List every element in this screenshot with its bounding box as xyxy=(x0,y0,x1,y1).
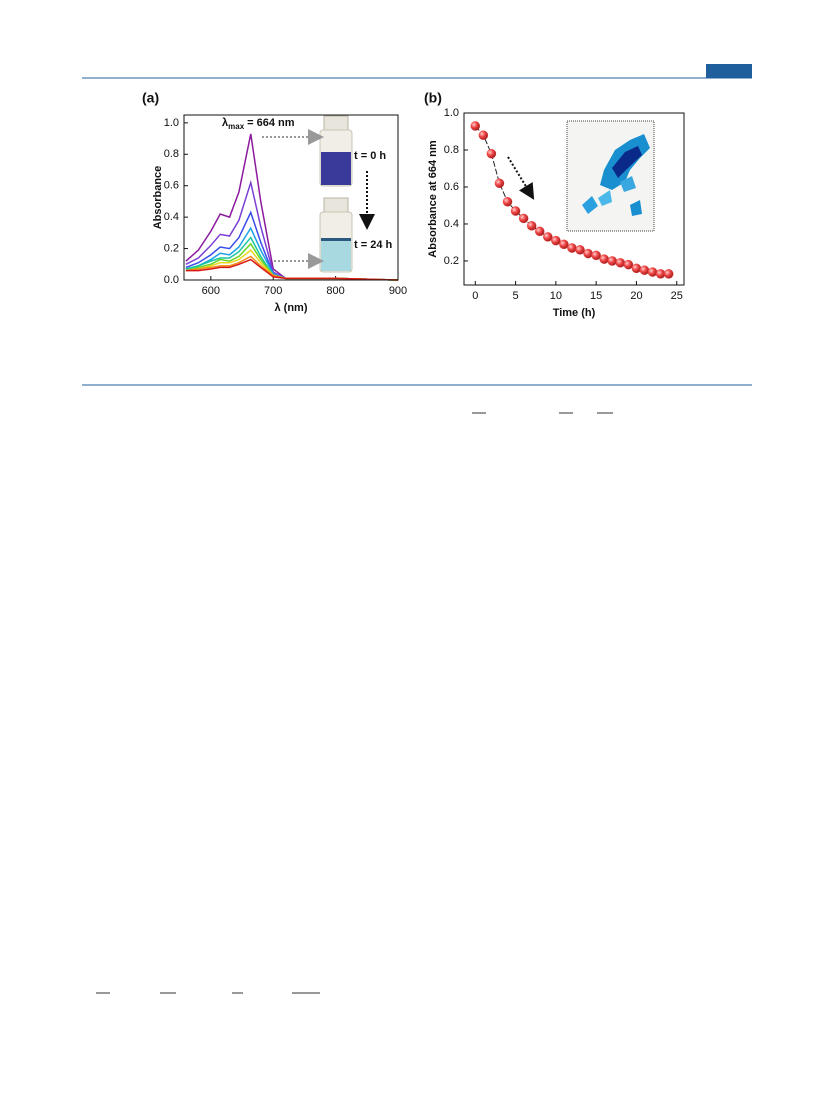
data-point xyxy=(655,269,666,279)
x-tick-label: 800 xyxy=(326,285,344,297)
y-tick-label: 0.8 xyxy=(444,144,459,156)
spectrum-line xyxy=(185,226,399,281)
spectrum-line xyxy=(185,179,399,281)
x-axis-label: Time (h) xyxy=(553,307,596,319)
inset-photo xyxy=(566,120,655,232)
x-tick-label: 15 xyxy=(590,290,602,302)
y-tick-label: 0.2 xyxy=(164,242,179,254)
lambda-symbol: λ xyxy=(222,117,228,129)
x-tick-label: 600 xyxy=(202,285,220,297)
data-point xyxy=(494,178,505,189)
x-tick-label: 20 xyxy=(630,290,642,302)
y-tick-label: 0.4 xyxy=(444,218,459,230)
data-point xyxy=(591,250,601,261)
data-point xyxy=(583,248,593,259)
end-label: t = 24 h xyxy=(354,239,392,251)
data-point xyxy=(639,265,650,275)
data-point xyxy=(486,148,497,159)
data-point xyxy=(567,243,577,253)
y-tick-label: 0.8 xyxy=(164,148,179,160)
lambda-value: = 664 nm xyxy=(247,117,295,129)
spectrum-line xyxy=(185,258,399,281)
redacted-marks xyxy=(96,412,613,994)
plot-area xyxy=(185,133,399,281)
lambda-max-label: λmax = 664 nm xyxy=(222,117,295,131)
x-axis-label: λ (nm) xyxy=(275,302,308,314)
plot-area xyxy=(470,121,674,279)
data-point xyxy=(535,226,545,237)
axis-frame xyxy=(183,114,399,281)
data-point xyxy=(607,256,618,266)
y-tick-label: 0.2 xyxy=(444,255,459,267)
data-point xyxy=(543,232,553,242)
data-point xyxy=(623,259,634,270)
y-axis-label: Absorbance xyxy=(152,166,164,230)
data-point xyxy=(663,269,674,279)
lambda-subscript: max xyxy=(228,122,245,131)
data-point xyxy=(559,239,569,250)
header-tab xyxy=(706,64,752,78)
data-point xyxy=(599,254,609,264)
data-point xyxy=(526,221,537,231)
y-tick-label: 0.6 xyxy=(444,181,459,193)
y-tick-label: 0.0 xyxy=(164,274,179,286)
y-tick-label: 1.0 xyxy=(444,107,459,119)
vial-photo xyxy=(319,115,353,273)
x-tick-label: 900 xyxy=(389,285,407,297)
data-point xyxy=(518,213,529,224)
vial-arrows xyxy=(262,129,324,269)
panel-label: (a) xyxy=(142,90,159,106)
data-point xyxy=(615,258,626,268)
data-point xyxy=(551,235,561,246)
data-point xyxy=(478,130,489,140)
data-point xyxy=(647,267,658,277)
axis-frame xyxy=(463,112,685,286)
start-label: t = 0 h xyxy=(354,150,386,162)
data-point xyxy=(510,206,521,216)
data-point xyxy=(631,263,642,274)
y-tick-label: 0.4 xyxy=(164,211,179,223)
data-point xyxy=(575,245,585,255)
data-point xyxy=(502,197,513,207)
x-tick-label: 10 xyxy=(550,290,562,302)
y-axis-label: Absorbance at 664 nm xyxy=(427,140,439,258)
panel-label: (b) xyxy=(424,90,442,106)
data-point xyxy=(470,121,481,131)
x-tick-label: 5 xyxy=(513,290,519,302)
decay-arrow xyxy=(507,156,535,200)
x-tick-label: 25 xyxy=(671,290,683,302)
y-tick-label: 0.6 xyxy=(164,180,179,192)
y-tick-label: 1.0 xyxy=(164,117,179,129)
x-tick-label: 0 xyxy=(472,290,478,302)
x-tick-label: 700 xyxy=(264,285,282,297)
